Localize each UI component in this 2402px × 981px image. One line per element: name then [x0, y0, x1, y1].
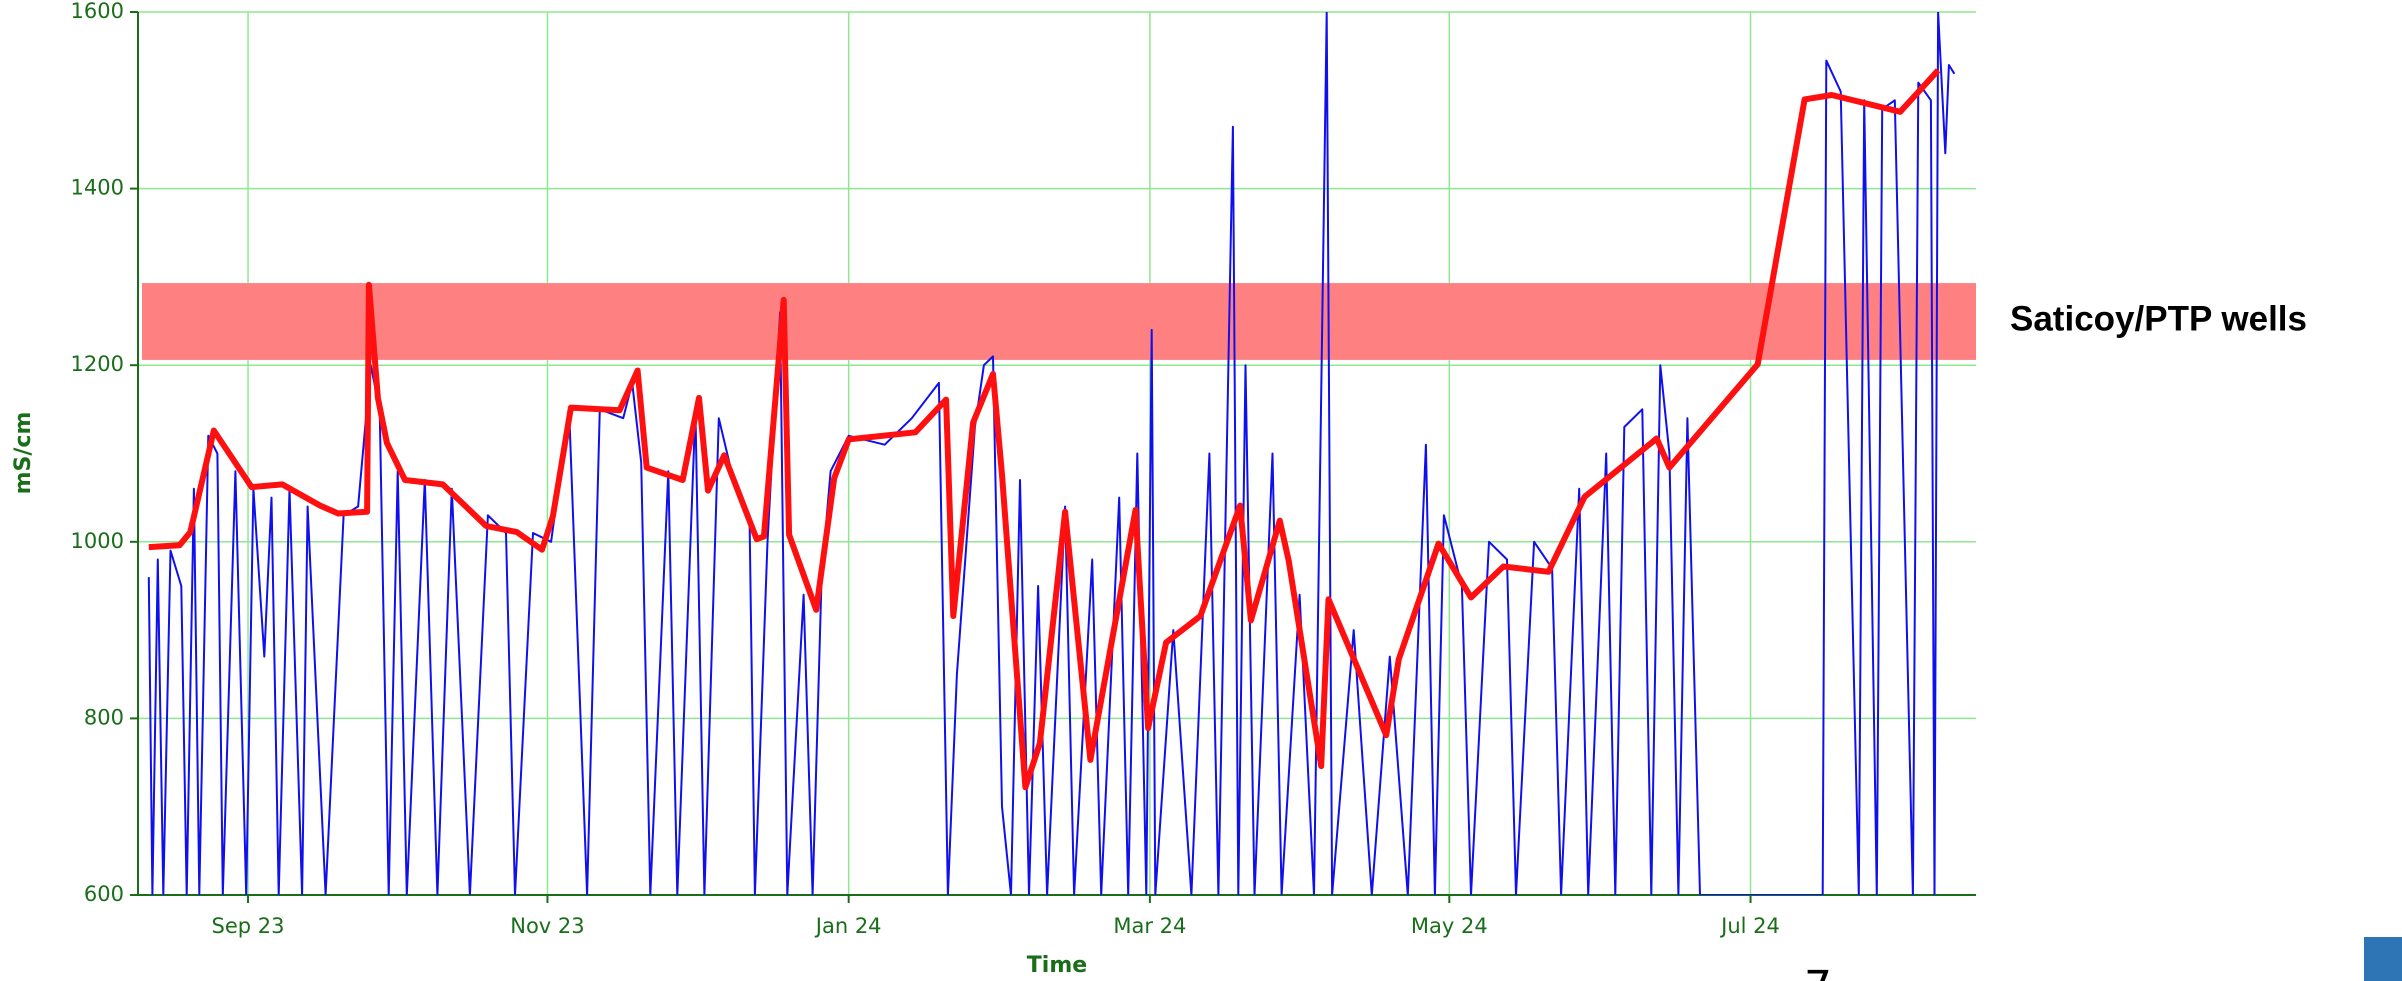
- x-tick-label: Jul 24: [1719, 914, 1780, 938]
- plot-area: [147, 12, 1956, 895]
- x-axis-label: Time: [1027, 953, 1087, 978]
- band-label: Saticoy/PTP wells: [2010, 300, 2307, 339]
- series-line: [148, 68, 1941, 791]
- y-tick-label: 1400: [71, 176, 124, 200]
- x-tick-label: Sep 23: [212, 914, 285, 938]
- x-tick-label: May 24: [1411, 914, 1488, 938]
- x-tick-label: Nov 23: [510, 914, 584, 938]
- y-tick-label: 1000: [71, 529, 124, 553]
- slide-badge: [2364, 937, 2402, 981]
- y-tick-label: 1600: [71, 0, 124, 23]
- x-tick-label: Jan 24: [814, 914, 882, 938]
- y-tick-label: 800: [84, 705, 124, 729]
- x-tick-label: Mar 24: [1113, 914, 1186, 938]
- threshold-band: [142, 283, 1976, 360]
- page-number: 7: [1804, 962, 1832, 981]
- y-tick-label: 1200: [71, 352, 124, 376]
- y-axis-label: mS/cm: [11, 412, 36, 495]
- y-tick-label: 600: [84, 882, 124, 906]
